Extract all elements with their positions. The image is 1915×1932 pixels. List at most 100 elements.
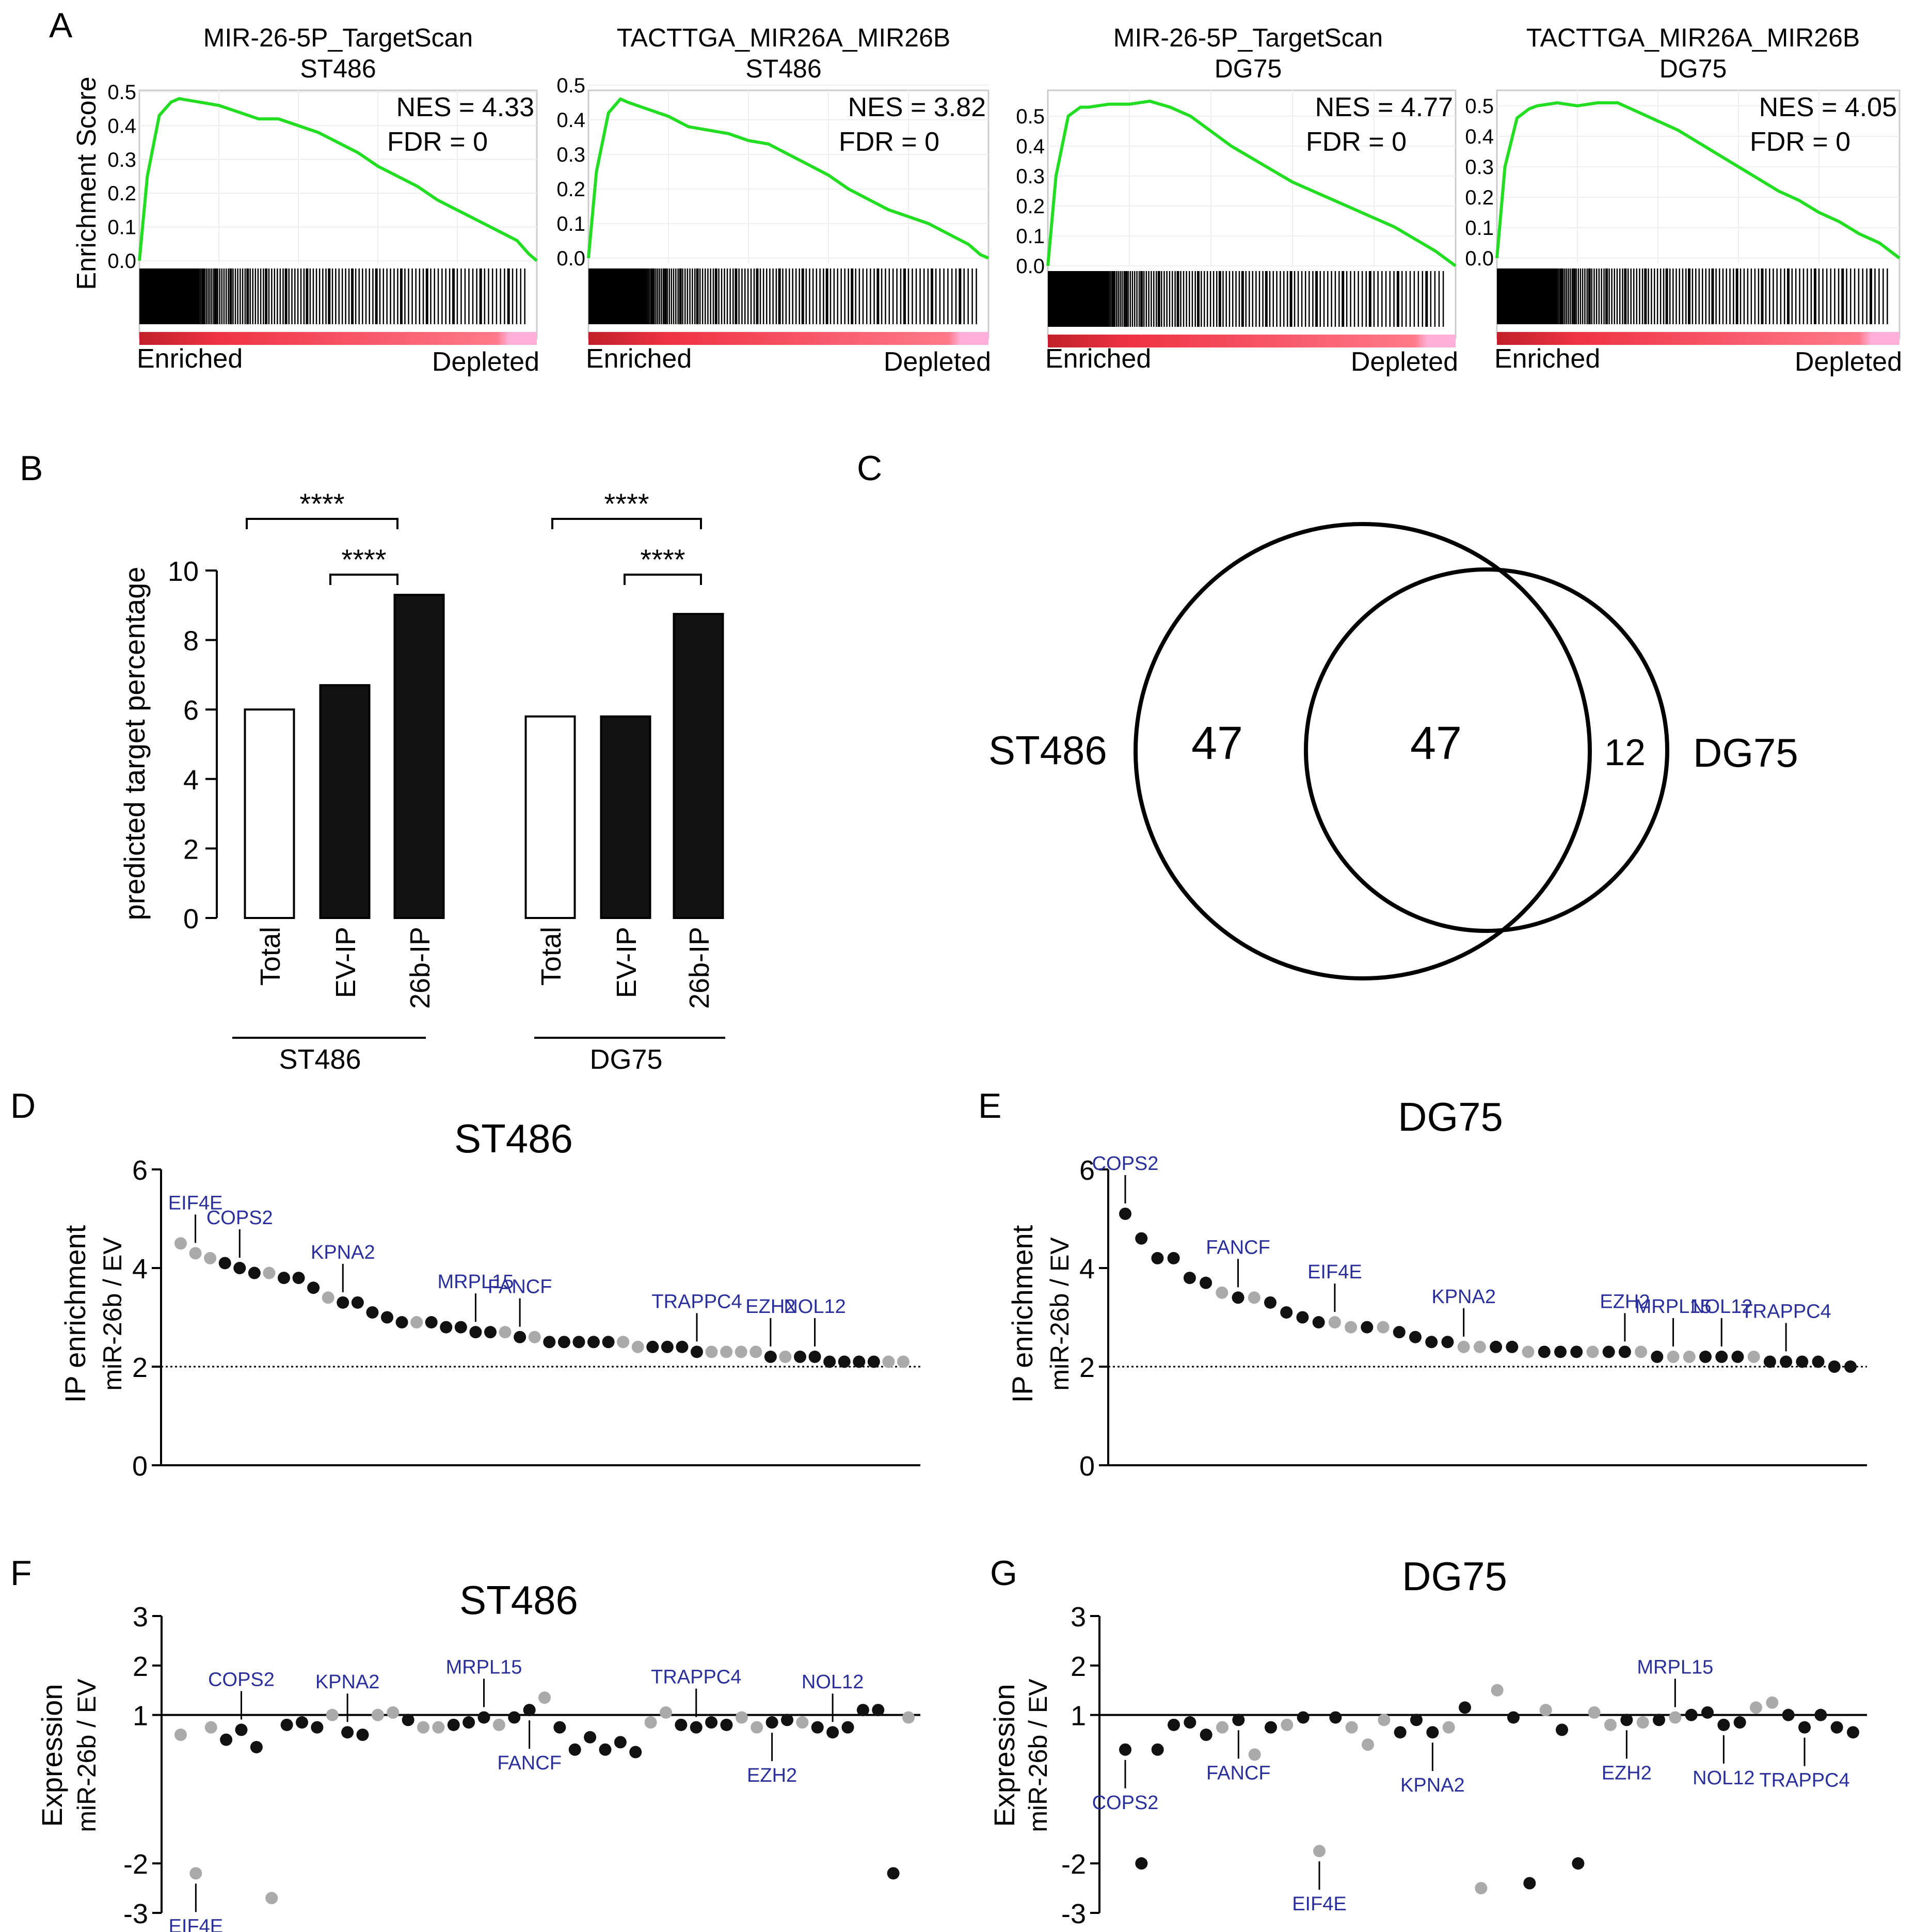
data-point	[1747, 1350, 1760, 1363]
data-point	[1441, 1336, 1454, 1349]
nes-label: NES = 4.33	[396, 92, 534, 122]
venn-count-dg75-only: 12	[1604, 732, 1646, 773]
data-point	[826, 1726, 839, 1739]
enrichment-score-line	[587, 97, 990, 260]
scatter-title: ST486	[459, 1577, 578, 1623]
scatter-y-label: Expression	[988, 1684, 1020, 1827]
significance-stars: ****	[341, 543, 386, 576]
data-point	[599, 1743, 612, 1756]
data-point	[1782, 1708, 1795, 1721]
data-point	[1796, 1355, 1809, 1368]
gsea-title-line2: DG75	[1659, 54, 1727, 83]
data-point	[1442, 1721, 1455, 1734]
data-point	[676, 1340, 689, 1353]
gsea-ytick: 0.5	[1016, 105, 1045, 128]
data-point	[296, 1716, 308, 1729]
gene-label: EZH2	[1600, 1291, 1650, 1312]
data-point	[661, 1340, 674, 1353]
data-point	[371, 1708, 384, 1721]
data-point	[1281, 1718, 1294, 1731]
bar-category-label: 26b-IP	[405, 927, 436, 1009]
data-point	[1183, 1272, 1196, 1285]
bar-category-label: 26b-IP	[684, 927, 715, 1009]
data-point	[381, 1311, 393, 1324]
data-point	[1750, 1701, 1762, 1714]
data-point	[617, 1336, 630, 1349]
bar-y-tick-label: 10	[168, 556, 199, 587]
gsea-ytick: 0.4	[1465, 125, 1494, 148]
data-point	[1216, 1286, 1228, 1299]
gene-label: COPS2	[1092, 1792, 1159, 1814]
data-point	[1766, 1696, 1779, 1709]
panel-letter-a: A	[49, 6, 73, 45]
data-point	[841, 1721, 854, 1734]
scatter-y-tick-label: 2	[132, 1352, 148, 1383]
data-point	[1459, 1701, 1471, 1714]
gene-label: MRPL15	[1635, 1296, 1712, 1318]
panel-letter-c: C	[857, 449, 882, 488]
enriched-label: Enriched	[137, 344, 243, 374]
data-point	[462, 1716, 475, 1729]
data-point	[263, 1266, 276, 1279]
data-point	[410, 1316, 423, 1329]
data-point	[1828, 1360, 1841, 1373]
scatter-y-tick-label: 3	[133, 1602, 148, 1633]
gene-label: TRAPPC4	[1741, 1301, 1831, 1322]
gsea-ytick: 0.2	[107, 182, 136, 205]
gene-label: COPS2	[1092, 1153, 1159, 1175]
data-point	[1200, 1729, 1212, 1741]
bar-y-tick-label: 4	[183, 765, 199, 796]
significance-stars: ****	[604, 487, 649, 520]
gsea-title-line2: ST486	[745, 54, 821, 83]
scatter-y-tick-label: -2	[1061, 1849, 1086, 1880]
fdr-label: FDR = 0	[1750, 127, 1850, 157]
gene-label: EIF4E	[168, 1192, 223, 1214]
enrichment-score-axis-label: Enrichment Score	[72, 76, 102, 290]
data-point	[337, 1296, 349, 1309]
barcode-dense-block	[1048, 271, 1105, 327]
scatter-y-tick-label: 4	[1079, 1254, 1095, 1285]
data-point	[1345, 1721, 1358, 1734]
data-point	[1425, 1336, 1438, 1349]
gene-label: FANCF	[497, 1752, 562, 1774]
bar-category-label: EV-IP	[330, 927, 361, 998]
scatter-y-label: Expression	[36, 1684, 68, 1827]
gsea-ytick: 0.1	[107, 216, 136, 239]
data-point	[528, 1331, 541, 1343]
gsea-ytick: 0.2	[556, 178, 585, 201]
gene-label: EZH2	[745, 1296, 795, 1318]
data-point	[1135, 1857, 1148, 1870]
data-point	[779, 1350, 792, 1363]
scatter-y-sublabel: miR-26b / EV	[72, 1678, 101, 1832]
group-label: DG75	[589, 1044, 662, 1075]
gene-label: KPNA2	[311, 1242, 375, 1263]
data-point	[572, 1336, 585, 1349]
data-point	[174, 1237, 187, 1250]
data-point	[1715, 1350, 1728, 1363]
data-point	[220, 1733, 233, 1746]
data-point	[1362, 1738, 1374, 1751]
data-point	[1731, 1350, 1744, 1363]
data-point	[1847, 1726, 1859, 1739]
data-point	[1763, 1355, 1776, 1368]
enrichment-score-line	[1046, 99, 1457, 267]
data-point	[568, 1743, 581, 1756]
data-point	[735, 1345, 747, 1358]
data-point	[387, 1706, 400, 1719]
gene-label: EIF4E	[169, 1915, 224, 1932]
fdr-label: FDR = 0	[839, 127, 939, 157]
gsea-ytick: 0.0	[556, 247, 585, 270]
venn-set-label: DG75	[1693, 730, 1798, 775]
data-point	[484, 1326, 497, 1339]
data-point	[1297, 1711, 1310, 1724]
depleted-label: Depleted	[432, 347, 539, 377]
data-point	[811, 1721, 824, 1734]
data-point	[872, 1704, 885, 1717]
gsea-title-line2: DG75	[1215, 54, 1282, 83]
panel-letter-f: F	[10, 1554, 32, 1593]
gsea-title-line1: TACTTGA_MIR26A_MIR26B	[1526, 23, 1860, 52]
bar	[673, 613, 724, 919]
gene-label: FANCF	[488, 1276, 552, 1298]
bar	[524, 715, 576, 920]
